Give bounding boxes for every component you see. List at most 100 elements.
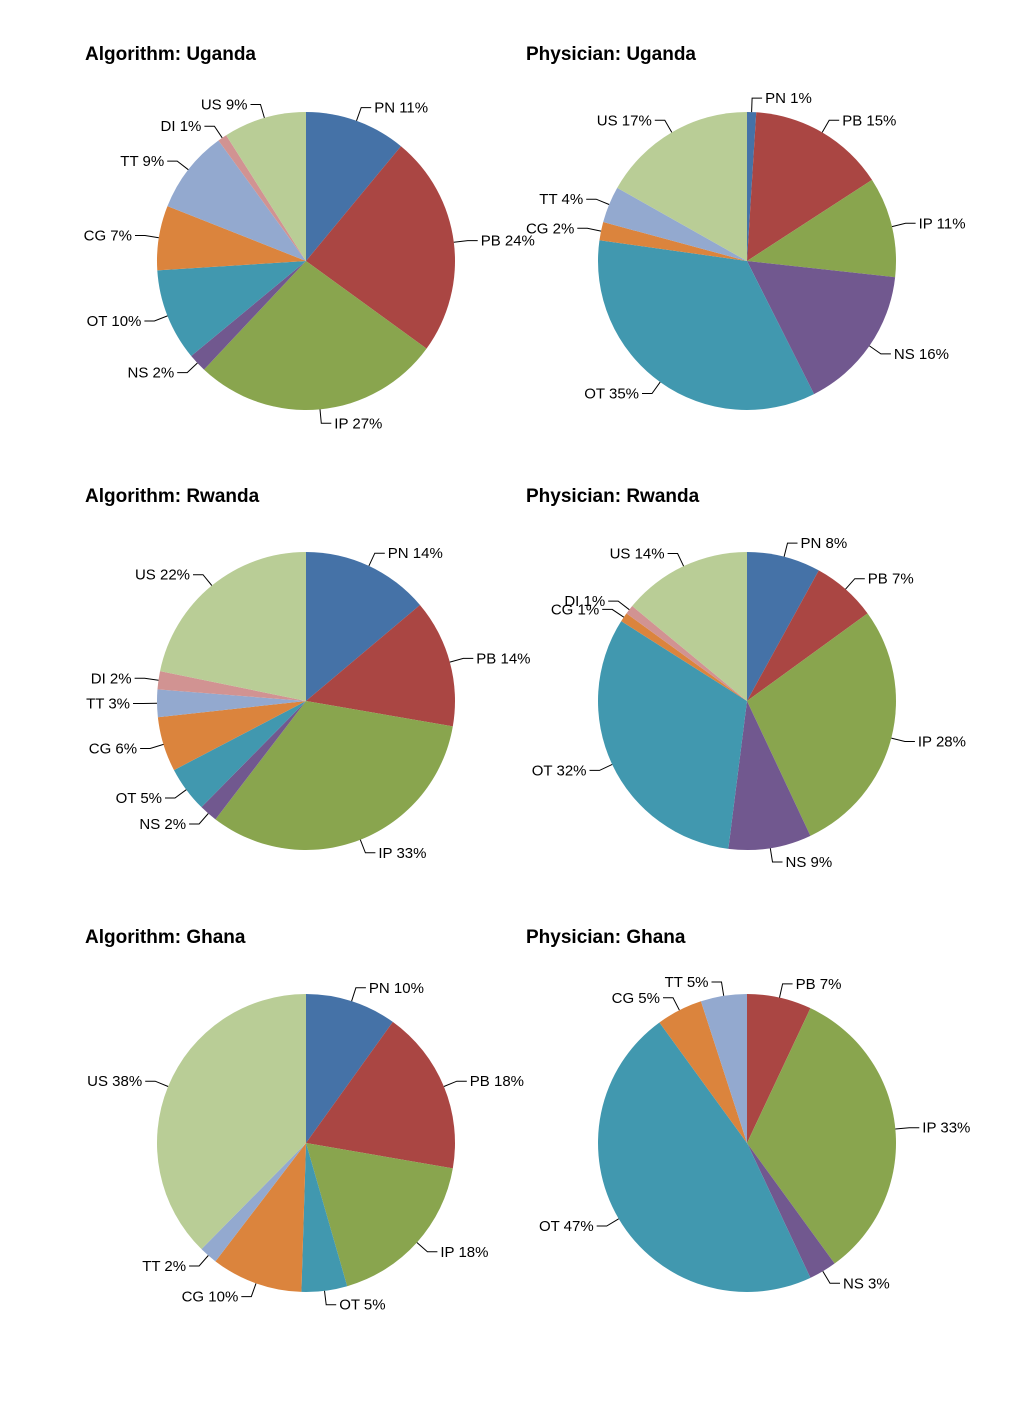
slice-label-physician-ghana-pb: PB 7%	[796, 976, 842, 993]
leader-line-algorithm-uganda-ns	[177, 362, 198, 374]
slice-physician-rwanda-ot	[598, 621, 747, 849]
slice-algorithm-ghana-us	[156, 993, 306, 1250]
leader-line-physician-rwanda-ot	[589, 763, 613, 771]
slice-label-physician-uganda-tt: TT 4%	[539, 191, 583, 208]
slice-label-algorithm-ghana-tt: TT 2%	[142, 1258, 186, 1275]
slice-algorithm-ghana-pn	[306, 993, 393, 1143]
slice-physician-uganda-ot	[598, 240, 815, 410]
slice-physician-uganda-pn	[747, 112, 757, 261]
leader-line-physician-rwanda-di	[608, 600, 630, 611]
slice-label-algorithm-rwanda-pn: PN 14%	[388, 545, 443, 562]
slice-physician-rwanda-pb	[747, 570, 868, 701]
slice-label-physician-ghana-ns: NS 3%	[843, 1275, 890, 1292]
slice-label-physician-uganda-ip: IP 11%	[919, 215, 966, 232]
slice-physician-ghana-pb	[747, 994, 811, 1143]
slice-algorithm-uganda-pb	[306, 146, 456, 349]
slice-label-algorithm-ghana-us: US 38%	[87, 1073, 142, 1090]
leader-line-algorithm-ghana-ot	[324, 1290, 337, 1306]
pie-chart-physician-rwanda: PN 8% PB 7% IP 28% NS 9% OT 32% CG 1%DI 1% US …	[532, 535, 966, 871]
leader-line-physician-ghana-pb	[779, 983, 793, 998]
slice-algorithm-ghana-ip	[306, 1143, 453, 1287]
slice-algorithm-uganda-cg	[156, 206, 306, 271]
slice-algorithm-ghana-ot	[301, 1143, 348, 1293]
slice-label-algorithm-rwanda-cg: CG 6%	[89, 741, 137, 758]
slice-algorithm-ghana-pb	[306, 1021, 455, 1169]
slice-algorithm-rwanda-tt	[156, 689, 306, 718]
slice-physician-uganda-cg	[599, 222, 747, 261]
slice-label-physician-uganda-pn: PN 1%	[765, 90, 812, 107]
leader-line-physician-uganda-ip	[891, 222, 916, 228]
slice-physician-ghana-ns	[747, 1143, 835, 1278]
slice-label-physician-uganda-ns: NS 16%	[894, 346, 949, 363]
slice-algorithm-rwanda-cg	[157, 701, 306, 771]
slice-algorithm-rwanda-ip	[215, 701, 453, 850]
slice-label-algorithm-rwanda-tt: TT 3%	[86, 696, 130, 713]
slice-label-algorithm-rwanda-ip: IP 33%	[378, 845, 426, 862]
slice-label-algorithm-rwanda-ns: NS 2%	[139, 816, 186, 833]
leader-line-algorithm-uganda-di	[204, 125, 223, 139]
slice-label-physician-uganda-cg: CG 2%	[526, 220, 574, 237]
leader-line-algorithm-rwanda-ns	[189, 813, 209, 825]
leader-line-physician-uganda-pn	[751, 97, 763, 113]
slice-label-physician-uganda-us: US 17%	[597, 112, 652, 129]
leader-line-physician-ghana-ip	[895, 1127, 920, 1130]
leader-line-algorithm-ghana-cg	[241, 1283, 257, 1298]
slice-label-physician-ghana-ip: IP 33%	[922, 1120, 970, 1137]
leader-line-algorithm-uganda-pb	[453, 240, 478, 243]
slice-label-physician-rwanda-di: DI 1%	[564, 593, 605, 610]
slice-label-algorithm-uganda-us: US 9%	[201, 97, 248, 114]
leader-line-algorithm-uganda-cg	[135, 235, 159, 239]
slice-physician-ghana-ot	[598, 1022, 811, 1292]
slice-label-algorithm-uganda-ns: NS 2%	[128, 365, 175, 382]
leader-line-physician-uganda-ns	[869, 345, 891, 355]
slice-label-algorithm-rwanda-ot: OT 5%	[116, 790, 162, 807]
leader-line-algorithm-uganda-pn	[356, 107, 372, 121]
leader-line-physician-uganda-pb	[821, 119, 840, 133]
slice-label-physician-ghana-tt: TT 5%	[665, 974, 709, 991]
slice-label-algorithm-ghana-pn: PN 10%	[369, 980, 424, 997]
leader-line-physician-ghana-cg	[663, 997, 680, 1011]
slice-label-algorithm-uganda-pb: PB 24%	[481, 233, 535, 250]
leader-line-physician-rwanda-cg	[602, 608, 625, 618]
leader-line-physician-ghana-ns	[822, 1271, 840, 1284]
slice-label-algorithm-rwanda-pb: PB 14%	[476, 650, 530, 667]
slice-algorithm-rwanda-pn	[306, 552, 420, 701]
chart-title-physician-ghana: Physician: Ghana	[526, 927, 686, 948]
slice-physician-ghana-tt	[700, 994, 747, 1143]
slice-algorithm-rwanda-ot	[173, 701, 306, 808]
leader-line-physician-ghana-tt	[711, 981, 725, 996]
slice-algorithm-rwanda-us	[160, 552, 306, 701]
leader-line-algorithm-ghana-pb	[443, 1080, 467, 1087]
leader-line-algorithm-rwanda-di	[134, 677, 159, 681]
slice-label-physician-ghana-ot: OT 47%	[539, 1218, 594, 1235]
leader-line-algorithm-ghana-ip	[416, 1242, 438, 1253]
slice-algorithm-uganda-ns	[191, 261, 306, 370]
chart-title-algorithm-ghana: Algorithm: Ghana	[85, 927, 246, 948]
slice-label-algorithm-uganda-di: DI 1%	[161, 118, 202, 135]
slice-physician-uganda-ip	[747, 179, 897, 278]
slice-label-physician-rwanda-ns: NS 9%	[786, 854, 833, 871]
slice-physician-uganda-tt	[603, 187, 747, 261]
slice-label-algorithm-rwanda-di: DI 2%	[91, 670, 132, 687]
leader-line-physician-uganda-ot	[642, 381, 661, 394]
leader-line-algorithm-rwanda-ot	[165, 789, 187, 799]
leader-line-algorithm-ghana-pn	[351, 987, 366, 1002]
slice-algorithm-uganda-ot	[157, 261, 306, 356]
slice-algorithm-uganda-ip	[204, 261, 427, 411]
leader-line-physician-rwanda-us	[667, 553, 685, 567]
slice-physician-rwanda-ip	[747, 613, 896, 836]
pie-chart-physician-uganda: PN 1% PB 15% IP 11% NS 16% OT 35% CG 2% TT 4% U…	[526, 90, 966, 410]
slice-algorithm-uganda-us	[226, 112, 306, 261]
slice-label-physician-rwanda-us: US 14%	[610, 546, 665, 563]
leader-line-algorithm-rwanda-us	[193, 574, 213, 586]
chart-title-physician-rwanda: Physician: Rwanda	[526, 486, 700, 507]
slice-label-algorithm-uganda-ot: OT 10%	[87, 313, 142, 330]
leader-line-physician-uganda-tt	[586, 198, 610, 205]
slice-label-algorithm-ghana-ip: IP 18%	[440, 1244, 488, 1261]
slice-label-physician-ghana-cg: CG 5%	[612, 990, 660, 1007]
leader-line-algorithm-uganda-us	[250, 104, 265, 119]
leader-line-algorithm-rwanda-pn	[368, 552, 385, 567]
leader-line-physician-rwanda-pb	[845, 578, 865, 590]
leader-line-algorithm-uganda-ot	[144, 315, 168, 322]
